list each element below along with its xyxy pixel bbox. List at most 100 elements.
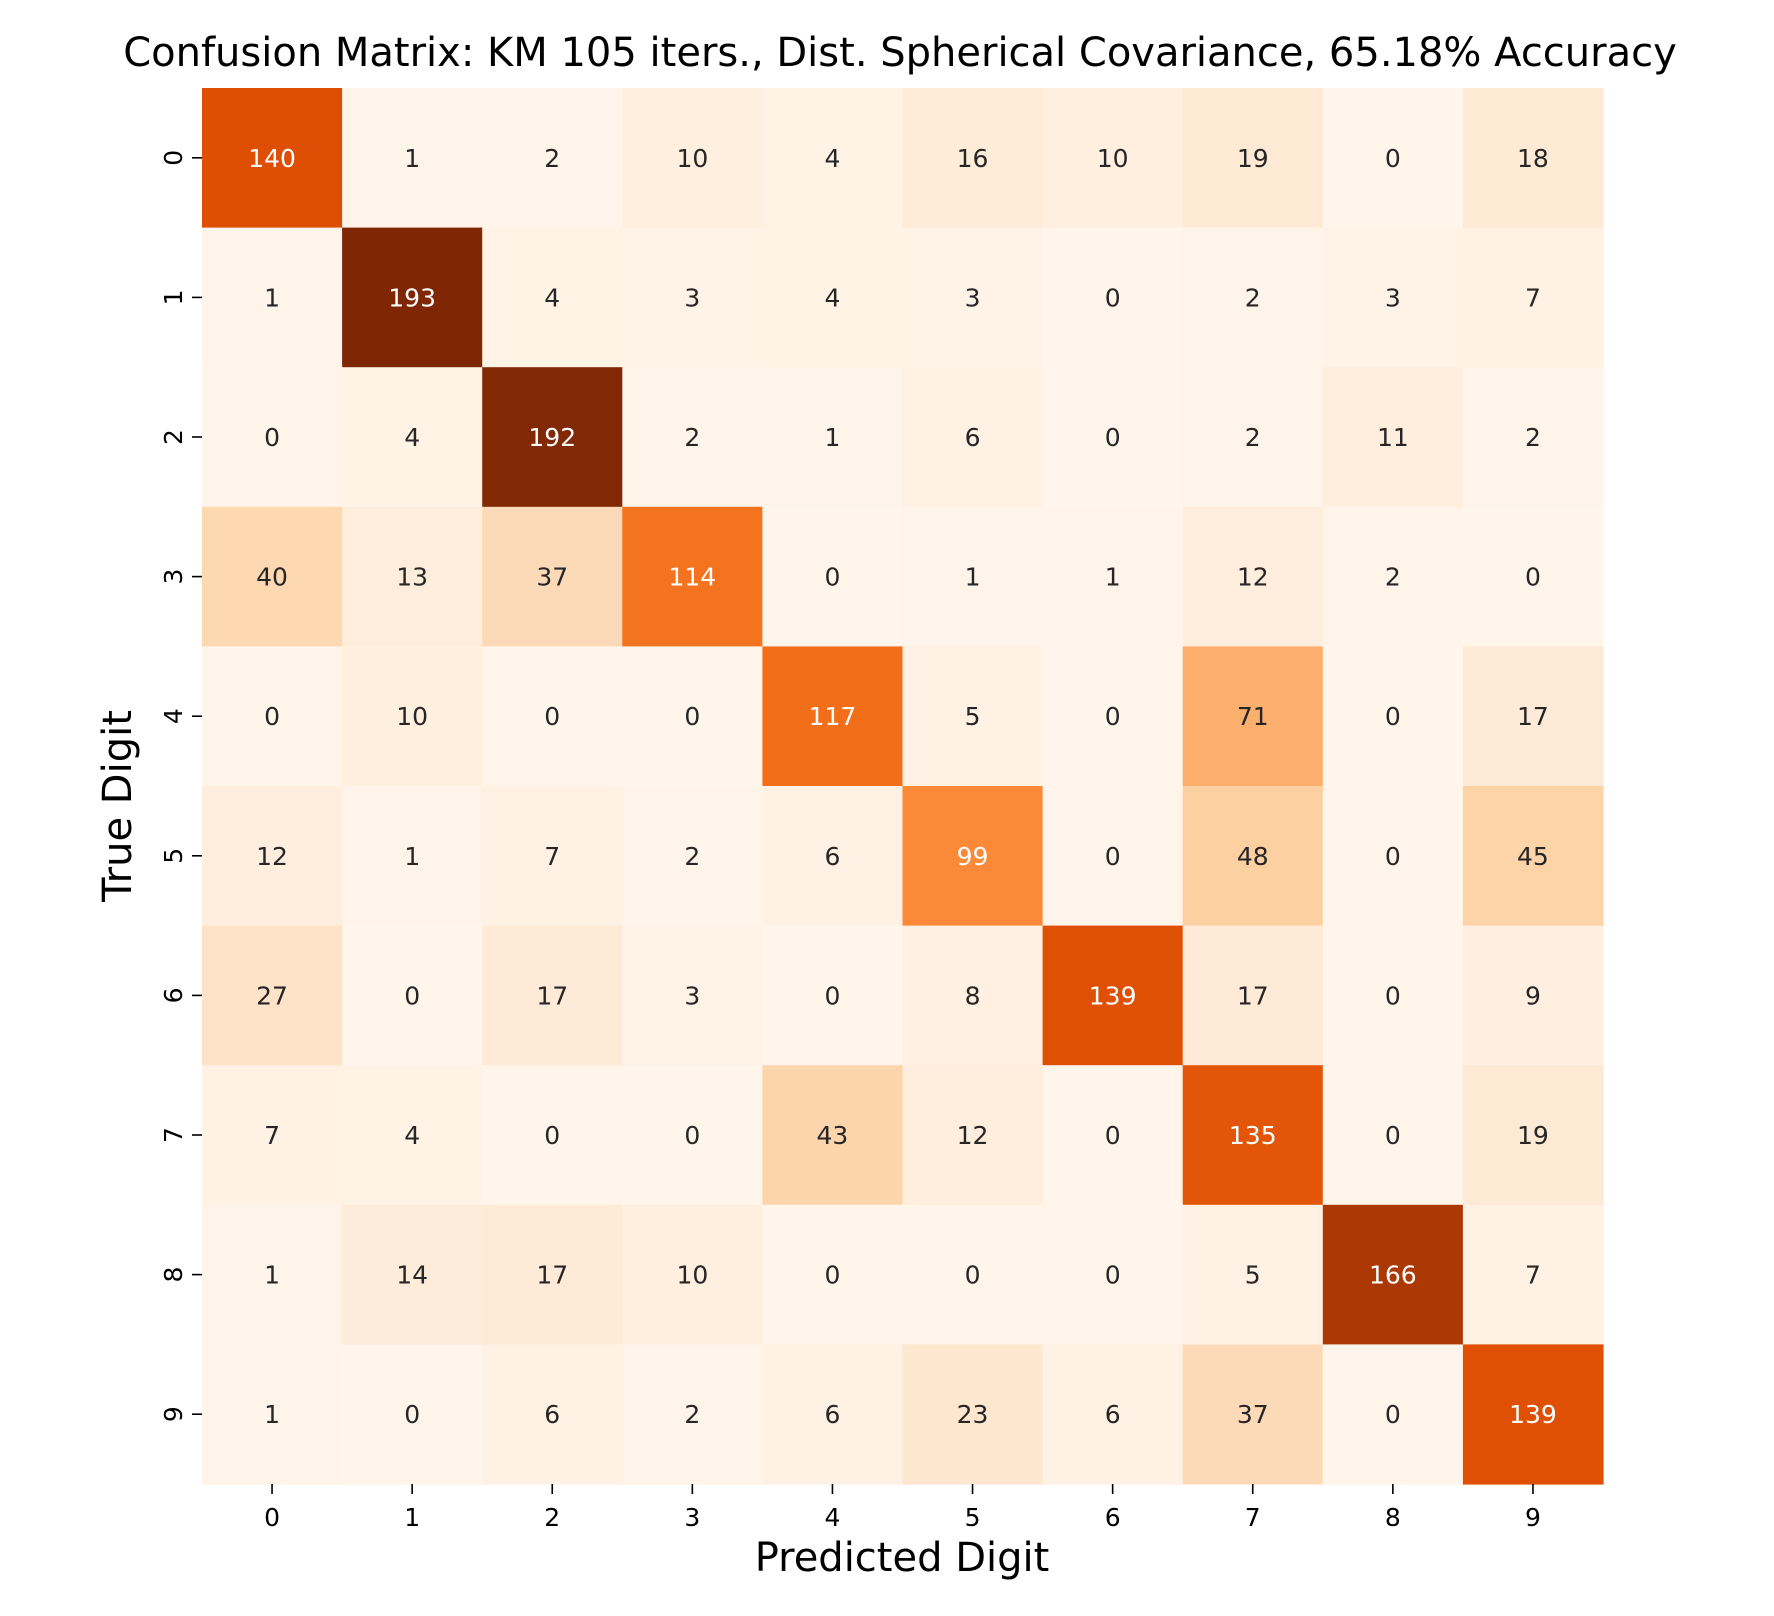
- y-tick-label: 4: [159, 708, 188, 724]
- cell-value-label: 8: [965, 981, 981, 1010]
- x-axis-label: Predicted Digit: [755, 1535, 1050, 1581]
- cell-value-label: 0: [824, 1261, 840, 1290]
- heatmap-cell: [342, 925, 483, 1066]
- cell-value-label: 4: [544, 283, 560, 312]
- heatmap-cell: [622, 1344, 763, 1485]
- heatmap-cell: [762, 506, 904, 647]
- cell-value-label: 1: [965, 563, 981, 592]
- cell-value-label: 4: [404, 423, 420, 452]
- cell-value-label: 6: [965, 423, 981, 452]
- cell-value-label: 0: [544, 1121, 560, 1150]
- y-tick-label: 7: [159, 1127, 188, 1143]
- heatmap-cell: [1042, 1065, 1184, 1206]
- y-tick-label: 1: [159, 289, 188, 305]
- heatmap-cell: [342, 88, 483, 229]
- heatmap-cell: [762, 1065, 904, 1206]
- cell-value-label: 0: [1385, 702, 1401, 731]
- heatmap-cell: [1182, 1204, 1324, 1345]
- cell-value-label: 2: [1525, 423, 1541, 452]
- heatmap-cell: [1322, 367, 1464, 508]
- cell-value-label: 0: [965, 1261, 981, 1290]
- heatmap-cell: [1462, 646, 1604, 787]
- cell-value-label: 37: [1237, 1400, 1269, 1429]
- cell-value-label: 10: [396, 702, 428, 731]
- cell-value-label: 2: [544, 144, 560, 173]
- cell-value-label: 27: [256, 981, 288, 1010]
- cell-value-label: 6: [824, 842, 840, 871]
- cell-value-label: 0: [404, 981, 420, 1010]
- cell-value-label: 1: [1105, 563, 1121, 592]
- heatmap-cell: [342, 646, 483, 787]
- heatmap-cell: [622, 786, 763, 927]
- heatmap-cell: [202, 1204, 343, 1345]
- cell-value-label: 2: [684, 842, 700, 871]
- heatmap-cell: [1042, 1344, 1184, 1485]
- heatmap-cell: [1462, 88, 1604, 229]
- heatmap-cell: [482, 925, 623, 1066]
- cell-value-label: 0: [684, 1121, 700, 1150]
- heatmap-cell: [482, 1065, 623, 1206]
- heatmap-cell: [1042, 646, 1184, 787]
- heatmap-cell: [1042, 506, 1184, 647]
- heatmap-cell: [202, 1344, 343, 1485]
- heatmap-cell: [342, 367, 483, 508]
- cell-value-label: 99: [957, 842, 989, 871]
- cell-value-label: 7: [1525, 1261, 1541, 1290]
- cell-value-label: 13: [396, 563, 428, 592]
- y-tick-label: 3: [159, 569, 188, 585]
- heatmap-cell: [762, 1204, 904, 1345]
- heatmap-cell: [1462, 925, 1604, 1066]
- heatmap-cell: [902, 925, 1044, 1066]
- heatmap-cell: [1182, 1065, 1324, 1206]
- y-axis-ticks: 0 1 2 3 4 5 6 7 8 9: [159, 150, 202, 1422]
- cell-value-label: 2: [1385, 563, 1401, 592]
- cell-value-label: 0: [1385, 981, 1401, 1010]
- y-tick-label: 9: [159, 1406, 188, 1422]
- heatmap-cell: [762, 925, 904, 1066]
- heatmap-cell: [1182, 506, 1324, 647]
- heatmap-cell: [482, 88, 623, 229]
- cell-value-label: 0: [1105, 842, 1121, 871]
- cell-value-label: 17: [536, 1261, 568, 1290]
- heatmap-cells: 140 1 2 10 4 16 10 19 0 181 193 4 3 4 3 0 2 3 70 4 192 2 1 6 0 2 1…: [202, 88, 1604, 1485]
- cell-value-label: 16: [957, 144, 989, 173]
- heatmap-cell: [622, 506, 763, 647]
- cell-value-label: 7: [264, 1121, 280, 1150]
- cell-value-label: 2: [684, 423, 700, 452]
- heatmap-cell: [1322, 786, 1464, 927]
- cell-value-label: 11: [1377, 423, 1409, 452]
- cell-value-label: 0: [404, 1400, 420, 1429]
- cell-value-label: 7: [1525, 283, 1541, 312]
- y-tick-label: 6: [159, 987, 188, 1003]
- heatmap-cell: [1322, 925, 1464, 1066]
- cell-value-label: 0: [1105, 423, 1121, 452]
- heatmap-cell: [1462, 1065, 1604, 1206]
- heatmap-cell: [902, 506, 1044, 647]
- x-tick-label: 0: [264, 1503, 280, 1532]
- cell-value-label: 48: [1237, 842, 1269, 871]
- cell-value-label: 12: [256, 842, 288, 871]
- heatmap-cell: [902, 227, 1044, 368]
- heatmap-cell: [1462, 227, 1604, 368]
- cell-value-label: 2: [1245, 283, 1261, 312]
- x-tick-label: 5: [965, 1503, 981, 1532]
- heatmap-cell: [342, 1344, 483, 1485]
- x-tick-label: 4: [824, 1503, 840, 1532]
- cell-value-label: 0: [824, 981, 840, 1010]
- heatmap-cell: [202, 506, 343, 647]
- cell-value-label: 71: [1237, 702, 1269, 731]
- heatmap-cell: [342, 1065, 483, 1206]
- heatmap-cell: [482, 506, 623, 647]
- heatmap-cell: [902, 88, 1044, 229]
- heatmap-cell: [1322, 88, 1464, 229]
- y-axis-label: True Digit: [95, 710, 141, 903]
- heatmap-cell: [1182, 88, 1324, 229]
- heatmap-cell: [342, 1204, 483, 1345]
- cell-value-label: 0: [264, 702, 280, 731]
- cell-value-label: 0: [684, 702, 700, 731]
- heatmap-cell: [482, 1204, 623, 1345]
- heatmap-cell: [762, 646, 904, 787]
- heatmap-cell: [1182, 1344, 1324, 1485]
- cell-value-label: 6: [544, 1400, 560, 1429]
- heatmap-cell: [1182, 227, 1324, 368]
